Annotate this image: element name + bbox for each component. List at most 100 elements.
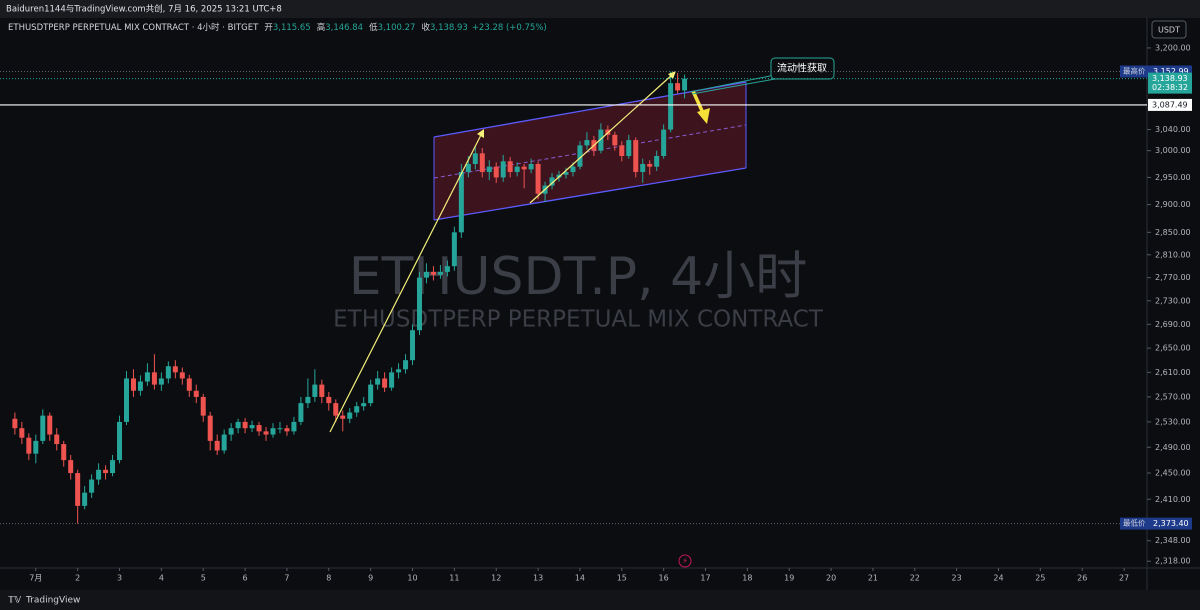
candle-body bbox=[354, 406, 360, 413]
top-bar bbox=[0, 0, 1200, 18]
x-tick-label: 14 bbox=[575, 574, 585, 583]
candle-body bbox=[242, 421, 248, 429]
candle-body bbox=[361, 403, 367, 407]
x-tick-label: 19 bbox=[784, 574, 794, 583]
ohlc-name: 高 bbox=[317, 22, 326, 33]
overlay: 流动性获取 ⚡ 3,087.49 最高价 3,152.99 最低价 2,373.40 3,… bbox=[0, 57, 1192, 568]
x-tick-label: 2 bbox=[75, 574, 80, 583]
x-tick-label: 3 bbox=[117, 574, 122, 583]
candle-body bbox=[333, 403, 339, 416]
annotation-box[interactable] bbox=[770, 57, 835, 80]
y-tick-label: 2,950.00 bbox=[1155, 173, 1191, 182]
candle-body bbox=[207, 415, 213, 441]
candle-body bbox=[61, 444, 67, 461]
candle-body bbox=[179, 372, 185, 379]
candle-body bbox=[200, 396, 206, 416]
candle-body bbox=[549, 177, 555, 186]
arrow-head bbox=[697, 108, 710, 124]
x-tick-label: 4 bbox=[159, 574, 164, 583]
candle-body bbox=[668, 83, 674, 130]
ohlc-value: 3,138.93 bbox=[430, 23, 468, 33]
candle-body bbox=[291, 421, 297, 432]
last-price-tag bbox=[1148, 72, 1192, 94]
candle-body bbox=[326, 396, 332, 404]
ohlc-name: 收 bbox=[421, 22, 430, 33]
candle-body bbox=[256, 425, 262, 432]
attribution: Baiduren1144与TradingView.com共创, 7月 16, 2… bbox=[6, 4, 282, 15]
candle-body bbox=[444, 266, 450, 272]
candle-body bbox=[214, 440, 220, 451]
candle-body bbox=[319, 384, 325, 397]
legend: ETHUSDTPERP PERPETUAL MIX CONTRACT · 4小时… bbox=[8, 22, 547, 33]
candle-body bbox=[661, 129, 667, 156]
drawings bbox=[433, 81, 747, 221]
x-tick-label: 25 bbox=[1035, 574, 1045, 583]
y-tick-label: 2,770.00 bbox=[1155, 273, 1191, 282]
candle-body bbox=[598, 129, 604, 151]
candle-body bbox=[47, 415, 53, 435]
channel-mid bbox=[433, 124, 747, 179]
countdown: 02:38:32 bbox=[1152, 83, 1188, 92]
callout-line bbox=[689, 74, 776, 93]
event-icon[interactable] bbox=[678, 554, 692, 568]
candle-body bbox=[416, 277, 422, 331]
y-tick-label: 2,810.00 bbox=[1155, 250, 1191, 259]
candle-body bbox=[514, 166, 520, 173]
candle-body bbox=[563, 172, 569, 175]
y-tick-label: 2,900.00 bbox=[1155, 200, 1191, 209]
y-tick-label: 2,850.00 bbox=[1155, 228, 1191, 237]
x-tick-label: 21 bbox=[868, 574, 878, 583]
candle-body bbox=[221, 434, 227, 451]
x-tick-label: 18 bbox=[742, 574, 752, 583]
ohlc-value: 3,146.84 bbox=[325, 23, 363, 33]
x-tick-label: 11 bbox=[449, 574, 459, 583]
y-tick-label: 2,410.00 bbox=[1155, 495, 1191, 504]
candle-body bbox=[305, 396, 311, 404]
candle-body bbox=[479, 153, 485, 173]
ohlc-name: 开 bbox=[264, 23, 273, 33]
candle-body bbox=[193, 390, 199, 397]
x-tick-label: 7 bbox=[284, 574, 289, 583]
candle-body bbox=[137, 381, 143, 391]
candle-body bbox=[410, 330, 416, 361]
candle-body bbox=[347, 412, 353, 419]
candle-body bbox=[368, 384, 374, 404]
candle-body bbox=[284, 428, 290, 432]
candle-body bbox=[12, 418, 18, 429]
candle-body bbox=[144, 372, 150, 382]
candle-body bbox=[430, 271, 436, 275]
candle-body bbox=[612, 134, 618, 146]
y-tick-label: 2,530.00 bbox=[1155, 417, 1191, 426]
x-tick-label: 12 bbox=[491, 574, 501, 583]
ohlc-name: 低 bbox=[369, 22, 378, 33]
arrow-head bbox=[668, 71, 676, 79]
annotation: 流动性获取 bbox=[777, 62, 827, 75]
candle-body bbox=[396, 369, 402, 373]
y-tick-label: 2,490.00 bbox=[1155, 443, 1191, 452]
candle-body bbox=[151, 372, 157, 385]
y-tick-label: 2,730.00 bbox=[1155, 296, 1191, 305]
candle-body bbox=[165, 366, 171, 379]
candle-body bbox=[577, 145, 583, 167]
candle-body bbox=[486, 166, 492, 173]
channel-lower bbox=[433, 167, 747, 221]
candle-body bbox=[277, 428, 283, 430]
ohlc-value: 3,100.27 bbox=[378, 23, 416, 33]
x-tick-label: 24 bbox=[993, 574, 1003, 583]
candle-body bbox=[521, 166, 527, 170]
candle-body bbox=[382, 378, 388, 388]
currency: USDT bbox=[1158, 26, 1180, 35]
currency-box[interactable] bbox=[1151, 20, 1187, 39]
candle-body bbox=[500, 161, 506, 178]
y-tick-label: 2,610.00 bbox=[1155, 368, 1191, 377]
x-tick-label: 13 bbox=[533, 574, 543, 583]
candle-body bbox=[451, 232, 457, 267]
candle-body bbox=[472, 153, 478, 164]
candle-body bbox=[235, 421, 241, 429]
arrow-head bbox=[477, 129, 484, 138]
candle-body bbox=[493, 166, 499, 178]
candle-body bbox=[82, 492, 88, 506]
x-tick-label: 26 bbox=[1077, 574, 1087, 583]
